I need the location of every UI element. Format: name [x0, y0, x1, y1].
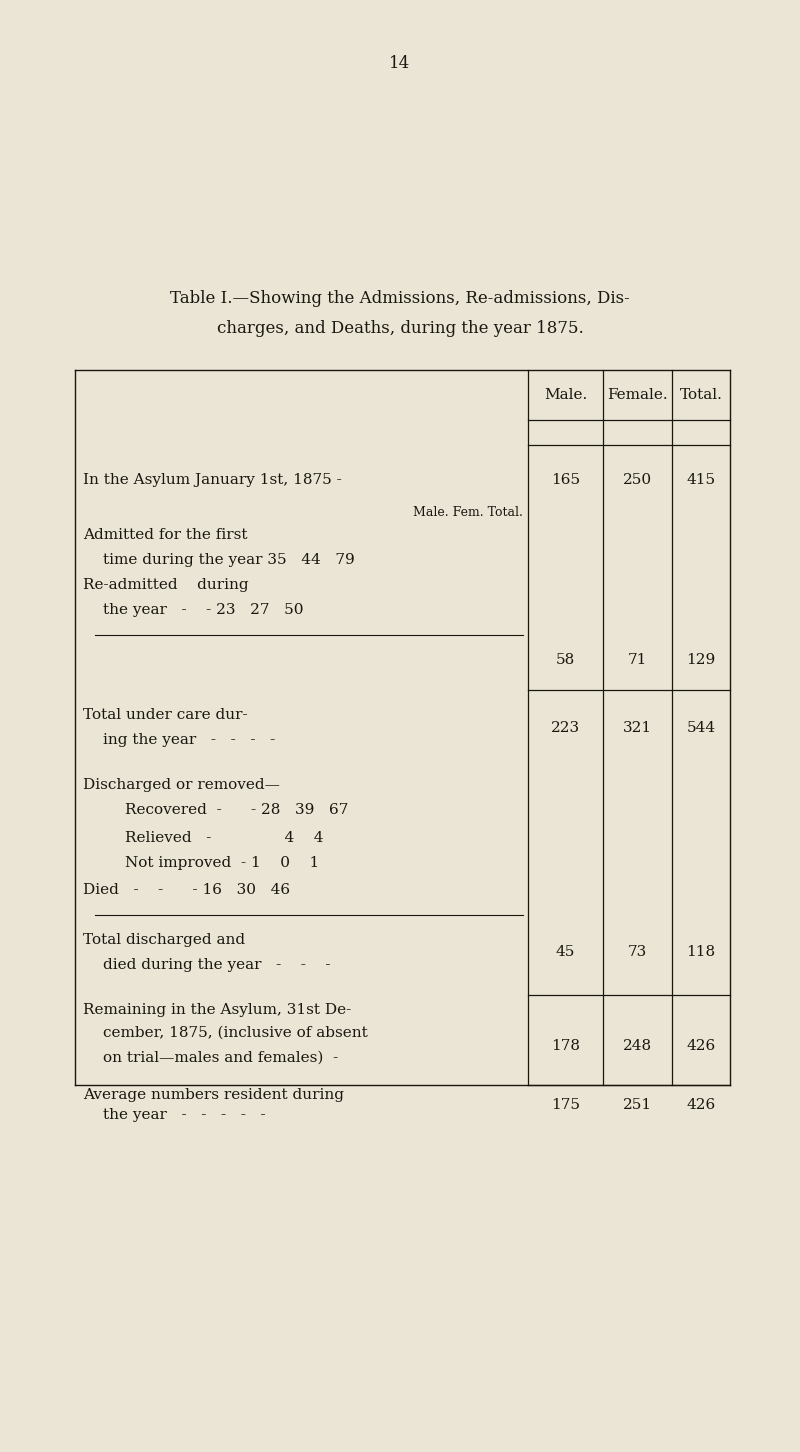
Text: Discharged or removed—: Discharged or removed— [83, 778, 280, 791]
Text: 251: 251 [623, 1098, 652, 1112]
Text: 73: 73 [628, 945, 647, 960]
Text: Total under care dur-: Total under care dur- [83, 709, 248, 722]
Text: 178: 178 [551, 1038, 580, 1053]
Text: Table I.—Showing the Admissions, Re-admissions, Dis-: Table I.—Showing the Admissions, Re-admi… [170, 290, 630, 306]
Text: ing the year   -   -   -   -: ing the year - - - - [103, 733, 275, 746]
Text: died during the year   -    -    -: died during the year - - - [103, 958, 330, 971]
Text: Female.: Female. [607, 388, 668, 402]
Text: cember, 1875, (inclusive of absent: cember, 1875, (inclusive of absent [103, 1027, 368, 1040]
Text: 321: 321 [623, 720, 652, 735]
Text: 544: 544 [686, 720, 715, 735]
Text: 118: 118 [686, 945, 715, 960]
Text: Re-admitted    during: Re-admitted during [83, 578, 249, 592]
Text: 175: 175 [551, 1098, 580, 1112]
Text: 165: 165 [551, 473, 580, 486]
Text: Male.: Male. [544, 388, 587, 402]
Text: Remaining in the Asylum, 31st De-: Remaining in the Asylum, 31st De- [83, 1003, 351, 1016]
Text: Admitted for the first: Admitted for the first [83, 529, 247, 542]
Text: Not improved  - 1    0    1: Not improved - 1 0 1 [125, 857, 319, 870]
Text: 71: 71 [628, 653, 647, 666]
Text: 426: 426 [686, 1098, 716, 1112]
Text: 415: 415 [686, 473, 715, 486]
Text: the year   -    - 23   27   50: the year - - 23 27 50 [103, 603, 303, 617]
Text: 45: 45 [556, 945, 575, 960]
Text: 58: 58 [556, 653, 575, 666]
Text: time during the year 35   44   79: time during the year 35 44 79 [103, 553, 354, 566]
Text: 14: 14 [390, 55, 410, 73]
Text: on trial—males and females)  -: on trial—males and females) - [103, 1051, 338, 1064]
Text: 223: 223 [551, 720, 580, 735]
Text: 248: 248 [623, 1038, 652, 1053]
Text: Male. Fem. Total.: Male. Fem. Total. [413, 505, 523, 518]
Text: Total.: Total. [679, 388, 722, 402]
Text: charges, and Deaths, during the year 1875.: charges, and Deaths, during the year 187… [217, 319, 583, 337]
Text: Average numbers resident during: Average numbers resident during [83, 1088, 344, 1102]
Text: the year   -   -   -   -   -: the year - - - - - [103, 1108, 266, 1122]
Text: 129: 129 [686, 653, 716, 666]
Text: Total discharged and: Total discharged and [83, 934, 245, 947]
Text: 426: 426 [686, 1038, 716, 1053]
Text: Died   -    -      - 16   30   46: Died - - - 16 30 46 [83, 883, 290, 897]
Text: Relieved   -               4    4: Relieved - 4 4 [125, 831, 323, 845]
Text: In the Asylum January 1st, 1875 -: In the Asylum January 1st, 1875 - [83, 473, 342, 486]
Text: Recovered  -      - 28   39   67: Recovered - - 28 39 67 [125, 803, 348, 817]
Text: 250: 250 [623, 473, 652, 486]
